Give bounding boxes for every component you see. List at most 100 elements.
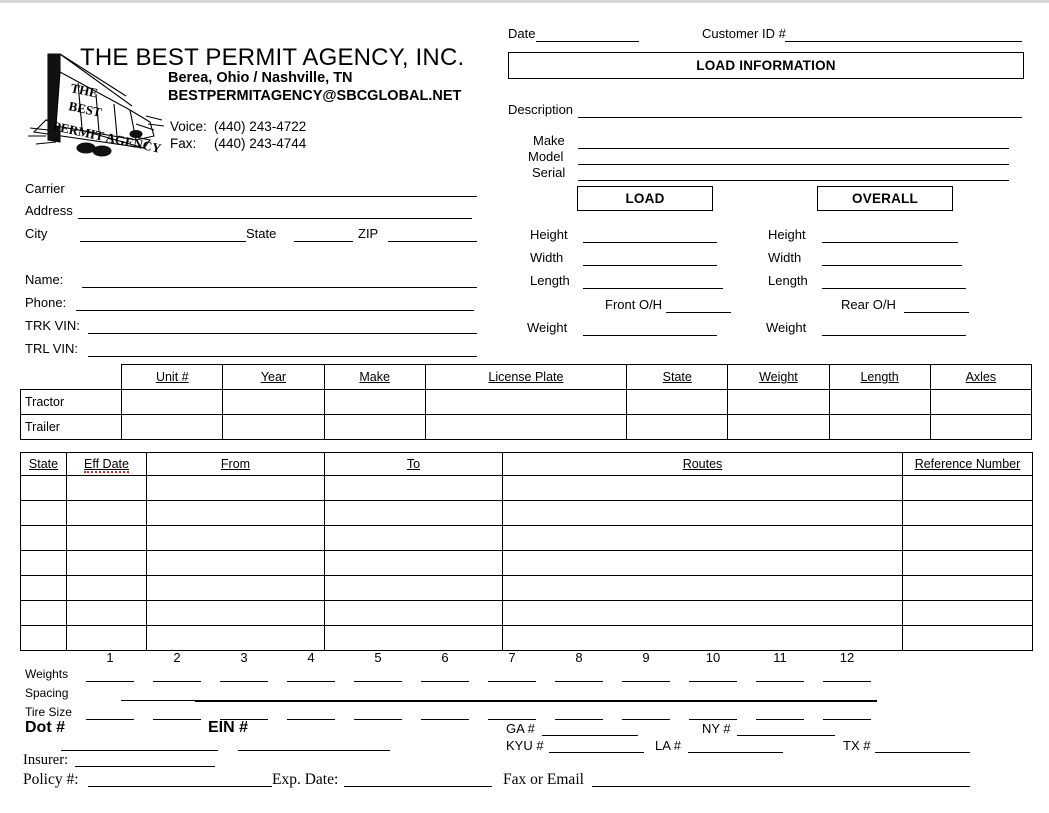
routes-cell[interactable] (502, 550, 903, 576)
tire-size-blank[interactable] (421, 719, 469, 720)
equipment-cell[interactable] (323, 413, 426, 440)
trl-vin-blank[interactable] (88, 356, 477, 357)
tire-size-blank[interactable] (622, 719, 670, 720)
equipment-cell[interactable] (828, 413, 931, 440)
equipment-cell[interactable] (222, 388, 325, 415)
weight-blank[interactable] (153, 681, 201, 682)
load-height-blank[interactable] (583, 242, 717, 243)
fax-or-email-blank[interactable] (592, 786, 970, 787)
weight-blank[interactable] (354, 681, 402, 682)
dot-number-blank[interactable] (61, 750, 218, 751)
tire-size-blank[interactable] (354, 719, 402, 720)
weight-blank[interactable] (220, 681, 268, 682)
routes-cell[interactable] (502, 625, 903, 651)
tire-size-blank[interactable] (555, 719, 603, 720)
policy-number-blank[interactable] (88, 786, 272, 787)
routes-cell[interactable] (902, 625, 1033, 651)
zip-input-blank[interactable] (388, 241, 477, 242)
equipment-cell[interactable] (222, 413, 325, 440)
weight-blank[interactable] (287, 681, 335, 682)
routes-cell[interactable] (502, 575, 903, 601)
routes-cell[interactable] (902, 525, 1033, 551)
address-input-blank[interactable] (78, 218, 472, 219)
routes-cell[interactable] (502, 525, 903, 551)
routes-cell[interactable] (20, 525, 67, 551)
tire-size-blank[interactable] (689, 719, 737, 720)
routes-cell[interactable] (66, 500, 147, 526)
description-input-blank[interactable] (578, 117, 1022, 118)
routes-cell[interactable] (20, 575, 67, 601)
front-overhang-blank[interactable] (666, 312, 731, 313)
routes-cell[interactable] (20, 600, 67, 626)
routes-cell[interactable] (146, 525, 325, 551)
tire-size-blank[interactable] (86, 719, 134, 720)
overall-weight-blank[interactable] (822, 335, 966, 336)
state-input-blank[interactable] (294, 241, 353, 242)
routes-cell[interactable] (20, 625, 67, 651)
equipment-cell[interactable] (626, 388, 729, 415)
exp-date-blank[interactable] (344, 786, 492, 787)
ny-number-blank[interactable] (737, 735, 835, 736)
routes-cell[interactable] (66, 475, 147, 501)
routes-cell[interactable] (502, 600, 903, 626)
routes-cell[interactable] (66, 550, 147, 576)
weight-blank[interactable] (488, 681, 536, 682)
weight-blank[interactable] (756, 681, 804, 682)
load-weight-blank[interactable] (583, 335, 717, 336)
equipment-cell[interactable] (727, 413, 830, 440)
equipment-cell[interactable] (424, 388, 628, 415)
routes-cell[interactable] (902, 475, 1033, 501)
weight-blank[interactable] (86, 681, 134, 682)
spacing-blank-main[interactable] (195, 700, 877, 702)
weight-blank[interactable] (622, 681, 670, 682)
equipment-cell[interactable] (929, 413, 1033, 440)
equipment-cell[interactable] (121, 413, 224, 440)
overall-width-blank[interactable] (822, 265, 962, 266)
tire-size-blank[interactable] (153, 719, 201, 720)
ga-number-blank[interactable] (542, 735, 638, 736)
phone-input-blank[interactable] (76, 310, 474, 311)
weight-blank[interactable] (555, 681, 603, 682)
equipment-cell[interactable] (323, 388, 426, 415)
make-input-blank[interactable] (578, 148, 1009, 149)
routes-cell[interactable] (66, 525, 147, 551)
weight-blank[interactable] (689, 681, 737, 682)
equipment-cell[interactable] (626, 413, 729, 440)
equipment-cell[interactable] (929, 388, 1033, 415)
routes-cell[interactable] (20, 500, 67, 526)
la-number-blank[interactable] (688, 752, 783, 753)
routes-cell[interactable] (146, 625, 325, 651)
routes-cell[interactable] (902, 500, 1033, 526)
routes-cell[interactable] (20, 550, 67, 576)
routes-cell[interactable] (902, 600, 1033, 626)
equipment-cell[interactable] (121, 388, 224, 415)
model-input-blank[interactable] (578, 164, 1009, 165)
routes-cell[interactable] (20, 475, 67, 501)
weight-blank[interactable] (823, 681, 871, 682)
load-width-blank[interactable] (583, 265, 717, 266)
customer-id-input-blank[interactable] (785, 41, 1022, 42)
tx-number-blank[interactable] (875, 752, 970, 753)
kyu-number-blank[interactable] (549, 752, 644, 753)
routes-cell[interactable] (146, 500, 325, 526)
ein-number-blank[interactable] (238, 750, 390, 751)
routes-cell[interactable] (66, 625, 147, 651)
weight-blank[interactable] (421, 681, 469, 682)
tire-size-blank[interactable] (287, 719, 335, 720)
serial-input-blank[interactable] (578, 180, 1009, 181)
routes-cell[interactable] (146, 600, 325, 626)
tire-size-blank[interactable] (488, 719, 536, 720)
contact-name-blank[interactable] (82, 287, 477, 288)
routes-cell[interactable] (146, 575, 325, 601)
routes-cell[interactable] (324, 525, 503, 551)
routes-cell[interactable] (324, 625, 503, 651)
trk-vin-blank[interactable] (88, 333, 477, 334)
city-input-blank[interactable] (80, 241, 246, 242)
insurer-blank[interactable] (75, 766, 215, 767)
routes-cell[interactable] (146, 475, 325, 501)
overall-length-blank[interactable] (822, 288, 966, 289)
routes-cell[interactable] (324, 575, 503, 601)
routes-cell[interactable] (902, 550, 1033, 576)
tire-size-blank[interactable] (220, 719, 268, 720)
routes-cell[interactable] (66, 600, 147, 626)
